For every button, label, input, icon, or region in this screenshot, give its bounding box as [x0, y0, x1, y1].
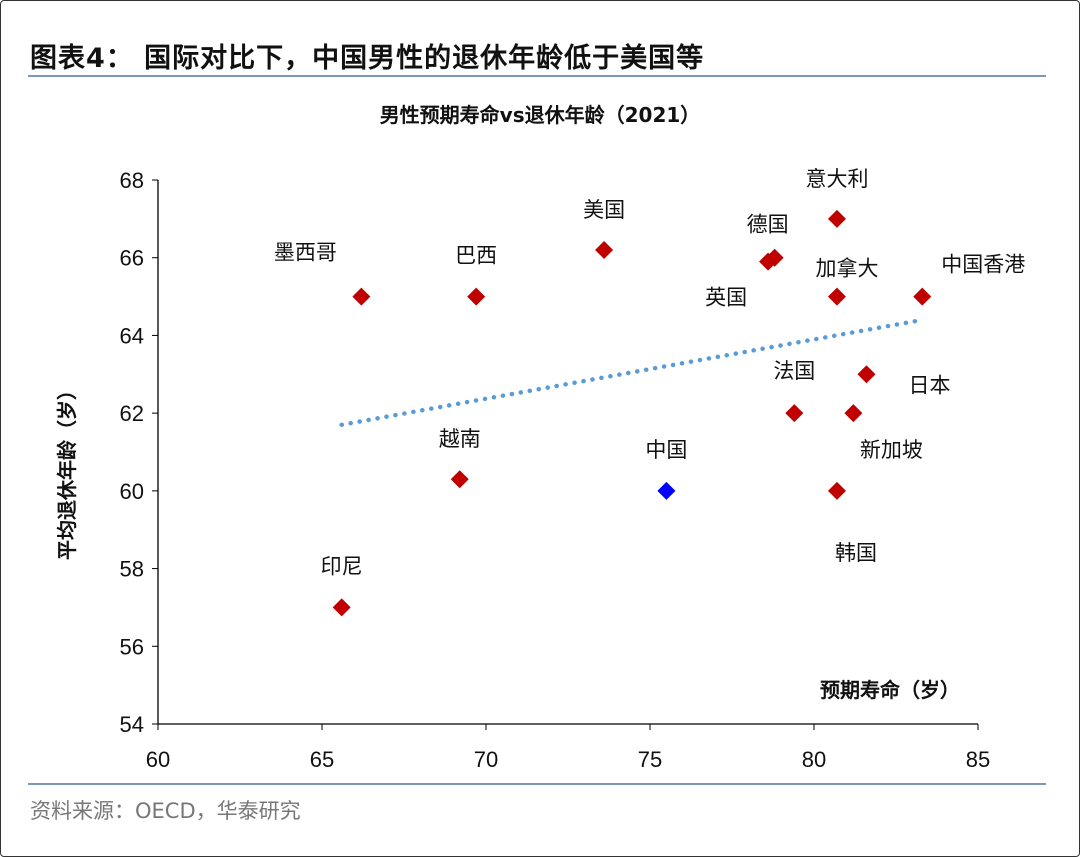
point-label: 加拿大 [815, 257, 878, 281]
point-label: 德国 [747, 213, 789, 237]
y-tick-label: 60 [120, 479, 144, 504]
x-tick-label: 75 [638, 747, 662, 772]
data-point [844, 404, 863, 423]
trend-line [339, 317, 925, 428]
data-point [450, 470, 469, 489]
data-point [332, 598, 351, 617]
data-point [785, 404, 804, 423]
data-point [467, 287, 486, 306]
point-label: 日本 [908, 373, 950, 397]
x-tick-label: 70 [474, 747, 498, 772]
x-tick-label: 60 [146, 747, 170, 772]
point-label: 越南 [439, 427, 481, 451]
data-point [827, 209, 846, 228]
top-divider [28, 75, 1046, 77]
point-label: 英国 [705, 286, 747, 310]
x-tick-label: 85 [966, 747, 990, 772]
y-tick-label: 64 [120, 323, 144, 348]
x-axis-label: 预期寿命（岁） [820, 678, 960, 702]
x-tick-label: 65 [310, 747, 334, 772]
y-tick-label: 56 [120, 634, 144, 659]
y-tick-label: 66 [120, 246, 144, 271]
data-point [827, 287, 846, 306]
point-label: 中国 [645, 438, 687, 462]
point-label: 美国 [583, 198, 625, 222]
point-label: 中国香港 [941, 253, 1025, 277]
y-tick-label: 68 [120, 168, 144, 193]
source-note: 资料来源：OECD，华泰研究 [30, 799, 301, 823]
y-tick-label: 58 [120, 557, 144, 582]
point-label: 印尼 [321, 554, 363, 578]
data-point [759, 252, 778, 271]
data-point [857, 365, 876, 384]
data-point [595, 240, 614, 259]
x-tick-label: 80 [802, 747, 826, 772]
point-label: 韩国 [835, 541, 877, 565]
point-label: 巴西 [455, 244, 497, 268]
y-axis-label: 平均退休年龄（岁） [55, 380, 79, 560]
point-label: 法国 [773, 359, 815, 383]
figure-title: 图表4： 国际对比下，中国男性的退休年龄低于美国等 [30, 43, 705, 74]
data-point [827, 481, 846, 500]
bottom-divider [28, 783, 1046, 785]
data-point [913, 287, 932, 306]
data-point [657, 481, 676, 500]
chart-title: 男性预期寿命vs退休年龄（2021） [380, 103, 701, 127]
point-label: 意大利 [805, 167, 868, 191]
point-label: 墨西哥 [274, 241, 337, 265]
y-tick-label: 54 [120, 712, 144, 737]
y-tick-label: 62 [120, 401, 144, 426]
point-label: 新加坡 [860, 438, 923, 462]
data-point [352, 287, 371, 306]
